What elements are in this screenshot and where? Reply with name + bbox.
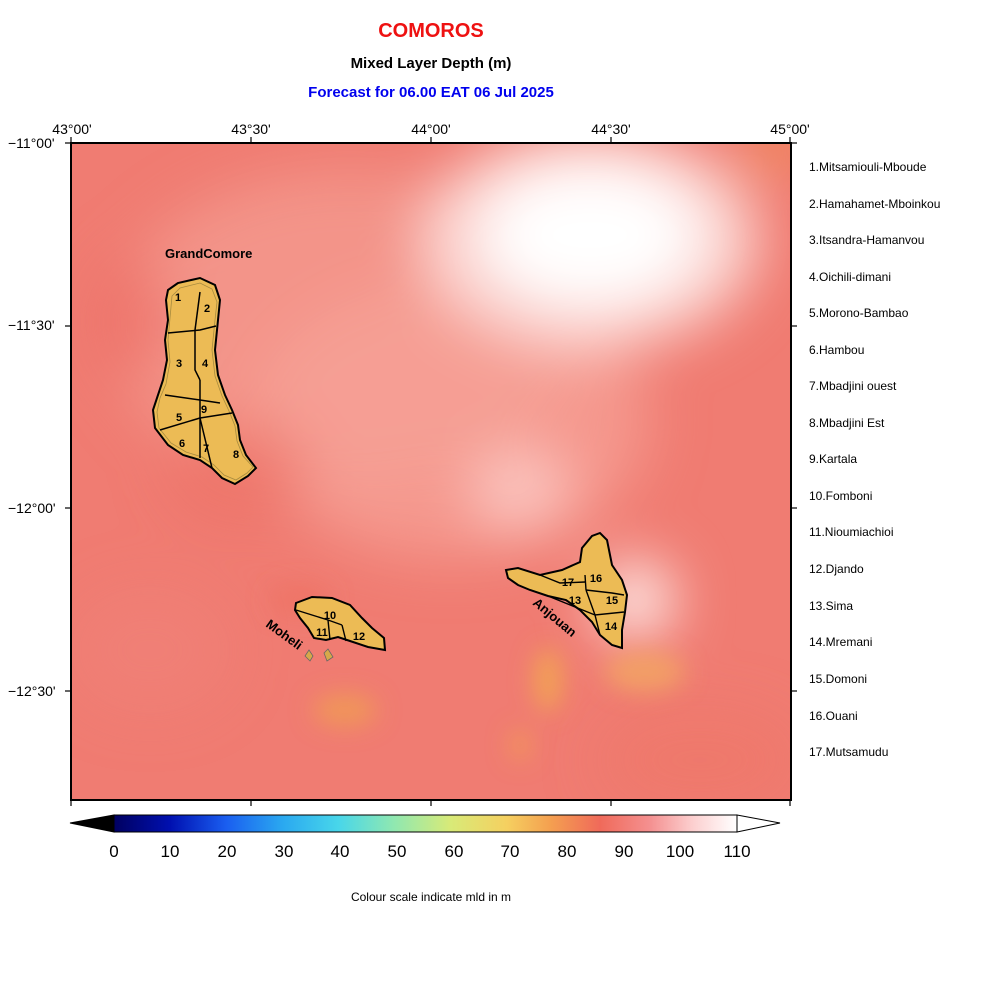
island-moheli: [293, 595, 387, 662]
region-number-5: 5: [176, 412, 182, 424]
legend-item-5: 5.Morono-Bambao: [809, 306, 909, 320]
region-number-15: 15: [606, 595, 618, 607]
legend-item-10: 10.Fomboni: [809, 489, 873, 503]
region-number-11: 11: [316, 627, 328, 639]
legend-item-13: 13.Sima: [809, 599, 854, 613]
colorbar-tick-90: 90: [614, 842, 634, 861]
colorbar-tick-50: 50: [387, 842, 407, 861]
region-number-3: 3: [176, 358, 182, 370]
colorbar: [69, 814, 781, 833]
colorbar-tick-10: 10: [160, 842, 180, 861]
legend-item-9: 9.Kartala: [809, 452, 858, 466]
colorbar-tick-80: 80: [557, 842, 577, 861]
legend-item-6: 6.Hambou: [809, 343, 865, 357]
legend-item-12: 12.Djando: [809, 562, 864, 576]
colorbar-tick-40: 40: [330, 842, 350, 861]
region-number-10: 10: [324, 610, 336, 622]
region-number-13: 13: [569, 595, 581, 607]
region-number-6: 6: [179, 438, 185, 450]
region-number-14: 14: [605, 621, 618, 633]
forecast-time: Forecast for 06.00 EAT 06 Jul 2025: [308, 84, 554, 101]
lat-label-11-30: −11°30': [8, 317, 55, 333]
colorbar-tick-30: 30: [274, 842, 294, 861]
legend-item-3: 3.Itsandra-Hamanvou: [809, 233, 925, 247]
region-number-12: 12: [353, 631, 365, 643]
colorbar-tick-60: 60: [444, 842, 464, 861]
legend-item-4: 4.Oichili-dimani: [809, 270, 892, 284]
region-number-7: 7: [203, 443, 209, 455]
mld-field: [71, 143, 791, 800]
lon-label-43-30: 43°30': [231, 121, 271, 137]
colorbar-tick-20: 20: [217, 842, 237, 861]
region-number-16: 16: [590, 573, 602, 585]
map-title: COMOROS: [378, 20, 484, 42]
lat-label-11-00: −11°00': [8, 135, 55, 151]
colorbar-caption: Colour scale indicate mld in m: [350, 890, 512, 904]
legend-item-7: 7.Mbadjini ouest: [809, 379, 897, 393]
region-number-2: 2: [204, 303, 210, 315]
label-grand-comore: GrandComore: [165, 246, 252, 261]
legend-item-1: 1.Mitsamiouli-Mboude: [809, 160, 927, 174]
legend-item-11: 11.Nioumiachioi: [809, 525, 894, 539]
map-subtitle: Mixed Layer Depth (m): [350, 55, 512, 72]
region-number-1: 1: [175, 292, 181, 304]
legend-item-2: 2.Hamahamet-Mboinkou: [809, 197, 941, 211]
island-grand-comore: [151, 276, 258, 486]
region-number-9: 9: [201, 404, 207, 416]
region-number-8: 8: [233, 449, 239, 461]
colorbar-tick-0: 0: [109, 842, 119, 861]
colorbar-tick-70: 70: [500, 842, 520, 861]
lat-label-12-30: −12°30': [8, 683, 56, 699]
legend-item-15: 15.Domoni: [809, 672, 868, 686]
island-anjouan: [504, 531, 629, 650]
legend-item-16: 16.Ouani: [809, 709, 858, 723]
map-ticks: [65, 137, 797, 806]
lon-label-44-00: 44°00': [411, 121, 451, 137]
legend-item-8: 8.Mbadjini Est: [809, 416, 885, 430]
lon-label-45-00: 45°00': [770, 121, 810, 137]
lon-label-43-00: 43°00': [52, 121, 92, 137]
region-number-17: 17: [562, 577, 574, 589]
region-number-4: 4: [202, 358, 209, 370]
lat-label-12-00: −12°00': [8, 500, 56, 516]
colorbar-tick-110: 110: [723, 842, 751, 861]
colorbar-tick-100: 100: [665, 842, 695, 861]
legend-item-14: 14.Mremani: [809, 635, 873, 649]
lon-label-44-30: 44°30': [591, 121, 631, 137]
legend-item-17: 17.Mutsamudu: [809, 745, 889, 759]
